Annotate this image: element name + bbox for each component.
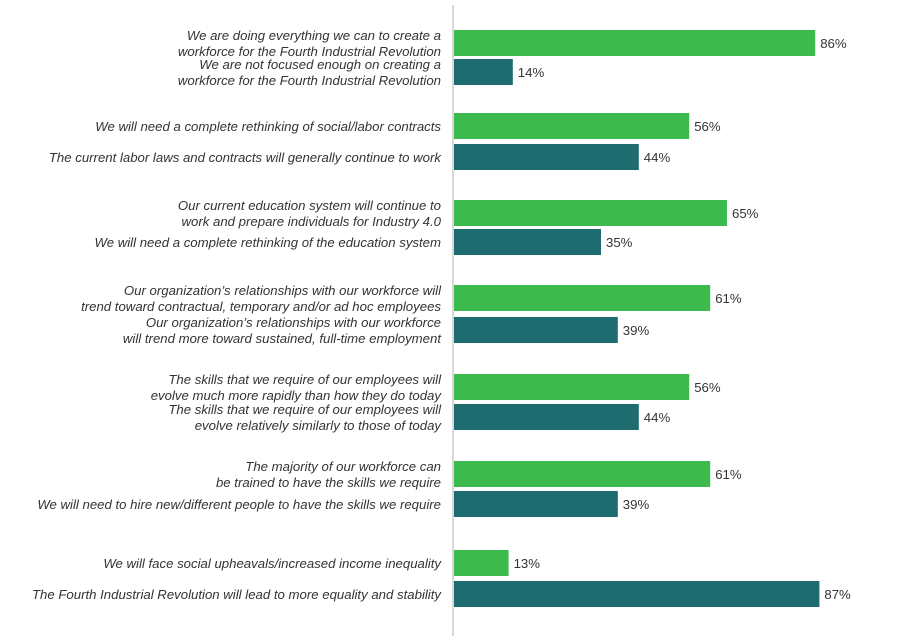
bar — [454, 550, 509, 576]
bar-group: 61% Our organization’s relationships with… — [81, 283, 742, 346]
bar — [454, 581, 820, 607]
bar-category-label-line: Our organization’s relationships with ou… — [124, 283, 442, 298]
bar-category-label-line: We will need a complete rethinking of so… — [95, 119, 441, 134]
bar-category-label-line: The current labor laws and contracts wil… — [49, 150, 443, 165]
bar-category-label-line: We are not focused enough on creating a — [199, 57, 441, 72]
bar-category-label-line: The skills that we require of our employ… — [168, 372, 442, 387]
bar-group: 56% We will need a complete rethinking of… — [49, 113, 721, 170]
bar — [454, 229, 601, 255]
bar-category-label: The Fourth Industrial Revolution will le… — [32, 587, 442, 602]
bar-value-label: 56% — [694, 119, 721, 134]
bar-category-label: The current labor laws and contracts wil… — [49, 150, 443, 165]
bar — [454, 30, 816, 56]
bar-category-label-line: be trained to have the skills we require — [216, 475, 441, 490]
bar-value-label: 14% — [518, 65, 545, 80]
bar-category-label: The skills that we require of our employ… — [151, 372, 443, 403]
bar-category-label-line: workforce for the Fourth Industrial Revo… — [178, 73, 441, 88]
bar-category-label-line: will trend more toward sustained, full-t… — [123, 331, 442, 346]
bar-group: 65% Our current education system will con… — [95, 198, 759, 255]
bar-group: 86% We are doing everything we can to cre… — [178, 28, 847, 88]
bar — [454, 404, 639, 430]
bar — [454, 374, 690, 400]
bar-value-label: 13% — [514, 556, 541, 571]
bar-value-label: 39% — [623, 497, 650, 512]
bar-group: 56% The skills that we require of our emp… — [151, 372, 721, 433]
bar-category-label-line: The majority of our workforce can — [245, 459, 441, 474]
bar-value-label: 44% — [644, 150, 671, 165]
bar-category-label-line: Our organization’s relationships with ou… — [146, 315, 441, 330]
bars-layer: 86% We are doing everything we can to cre… — [32, 28, 851, 607]
bar-category-label-line: The skills that we require of our employ… — [168, 402, 442, 417]
bar-category-label: We will need a complete rethinking of th… — [95, 235, 441, 250]
bar-value-label: 35% — [606, 235, 633, 250]
bar-category-label-line: Our current education system will contin… — [178, 198, 441, 213]
bar-category-label: We will need to hire new/different peopl… — [37, 497, 441, 512]
bar-value-label: 56% — [694, 380, 721, 395]
bar — [454, 285, 711, 311]
bar — [454, 461, 711, 487]
bar-category-label-line: evolve relatively similarly to those of … — [195, 418, 443, 433]
bar-value-label: 39% — [623, 323, 650, 338]
bar-category-label-line: trend toward contractual, temporary and/… — [81, 299, 441, 314]
bar-category-label: We will need a complete rethinking of so… — [95, 119, 441, 134]
bar — [454, 144, 639, 170]
bar-group: 61% The majority of our workforce can be t… — [37, 459, 742, 517]
bar-value-label: 61% — [715, 467, 742, 482]
bar-category-label: We are doing everything we can to create… — [178, 28, 441, 59]
bar — [454, 113, 690, 139]
bar-value-label: 44% — [644, 410, 671, 425]
bar-category-label: Our organization’s relationships with ou… — [123, 315, 442, 346]
bar-category-label-line: work and prepare individuals for Industr… — [182, 214, 442, 229]
bar-category-label-line: We will need to hire new/different peopl… — [37, 497, 441, 512]
bar-value-label: 86% — [820, 36, 847, 51]
bar-category-label-line: We will need a complete rethinking of th… — [95, 235, 441, 250]
bar-category-label: Our current education system will contin… — [178, 198, 442, 229]
bar-group: 13% We will face social upheavals/increas… — [32, 550, 851, 607]
bar — [454, 59, 513, 85]
bar-category-label: Our organization’s relationships with ou… — [81, 283, 442, 314]
bar-value-label: 61% — [715, 291, 742, 306]
bar-category-label-line: We will face social upheavals/increased … — [103, 556, 442, 571]
bar-value-label: 65% — [732, 206, 759, 221]
bar-category-label: We will face social upheavals/increased … — [103, 556, 442, 571]
bar-category-label-line: We are doing everything we can to create… — [187, 28, 441, 43]
bar-category-label: The majority of our workforce can be trai… — [216, 459, 441, 490]
bar-category-label: The skills that we require of our employ… — [168, 402, 442, 433]
bar-category-label-line: workforce for the Fourth Industrial Revo… — [178, 44, 441, 59]
bar-category-label-line: The Fourth Industrial Revolution will le… — [32, 587, 442, 602]
bar-value-label: 87% — [824, 587, 851, 602]
bar — [454, 491, 618, 517]
bar — [454, 200, 727, 226]
bar — [454, 317, 618, 343]
bar-category-label-line: evolve much more rapidly than how they d… — [151, 388, 443, 403]
